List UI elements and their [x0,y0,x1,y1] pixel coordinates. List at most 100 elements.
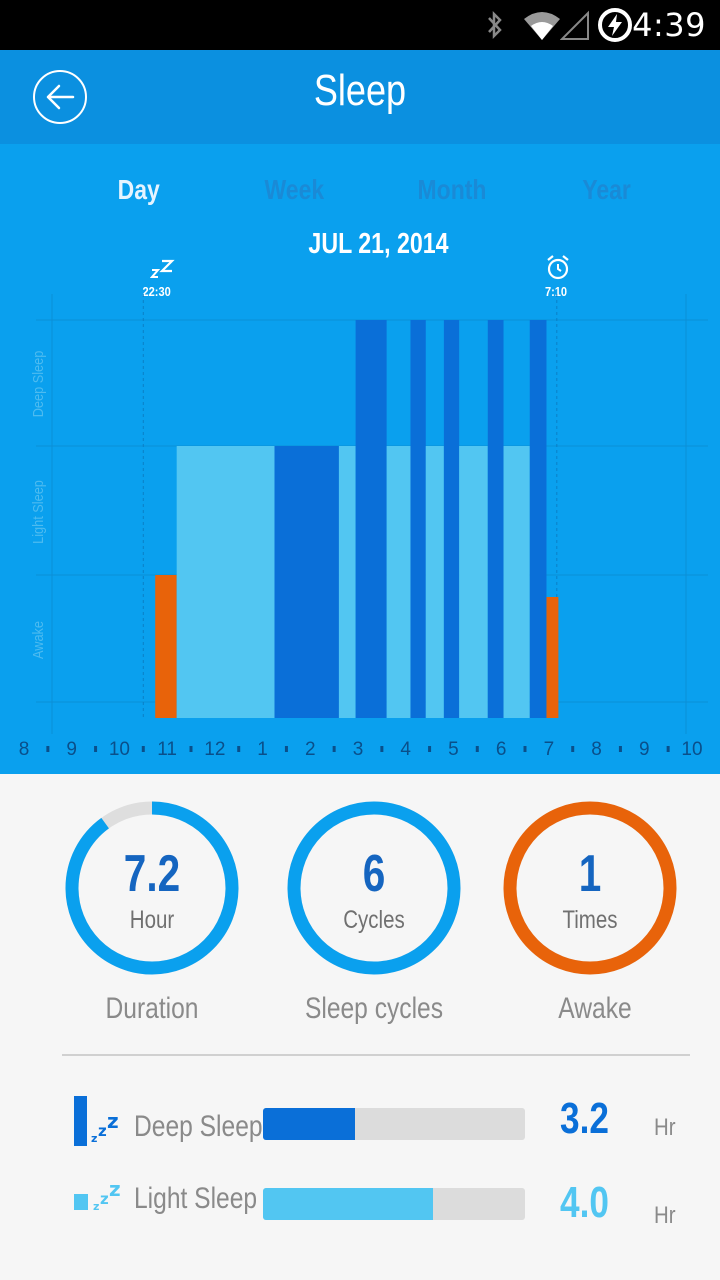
x-tick-mark [571,746,575,752]
sleep-summary: 7.2 Hour Duration 6 Cycles Sleep cycles … [0,774,720,1280]
x-tick-label: 2 [305,739,316,760]
y-axis-label: Deep Sleep [29,350,46,417]
awake-ring: 1 Times [500,798,680,978]
sleep-segment-light-sleep [503,446,530,718]
y-axis-label: Light Sleep [29,480,46,544]
sleep-segment-light-sleep [386,446,411,718]
awake-caption: Awake [558,992,632,1025]
battery-charging-icon [598,8,632,42]
x-tick-label: 3 [353,739,364,760]
x-tick-mark [523,746,527,752]
light-sleep-row: z z z Light Sleep 4.0 Hr [0,1170,720,1230]
x-tick-label: 5 [448,739,459,760]
sleep-segment-deep-sleep [355,320,387,718]
deep-sleep-icon: z z z [74,1096,119,1146]
cycles-ring: 6 Cycles [284,798,464,978]
duration-caption: Duration [105,992,199,1025]
cycles-progress-ring [287,801,461,975]
deep-sleep-row: z z z Deep Sleep 3.2 Hr [0,1094,720,1154]
sleep-segment-light-sleep [274,446,339,718]
sleep-segment-awake [155,575,177,718]
light-sleep-label: Light Sleep [134,1182,258,1215]
awake-value: 1 [578,845,602,903]
svg-text:z: z [93,1200,99,1213]
back-button[interactable] [33,70,87,124]
x-tick-mark [428,746,432,752]
x-tick-mark [94,746,98,752]
x-tick-mark [666,746,670,752]
x-tick-label: 8 [591,739,602,760]
x-tick-label: 8 [19,739,30,760]
cycles-caption: Sleep cycles [304,992,444,1025]
x-tick-mark [284,746,288,752]
sleep-start-time: 22:30 [142,284,171,299]
sleep-segment-deep-sleep [487,320,504,718]
cycles-unit: Cycles [343,906,405,934]
x-tick-label: 10 [109,739,130,760]
date-label: JUL 21, 2014 [308,228,449,260]
divider [62,1054,690,1056]
ring-progress [503,801,677,975]
wake-time: 7:10 [544,284,568,299]
page-title: Sleep [313,66,407,115]
deep-sleep-value: 3.2 [560,1094,609,1143]
ring-progress [65,801,239,975]
x-tick-mark [237,746,241,752]
sleep-segment-light-sleep [176,446,275,718]
alarm-clock-icon [547,255,569,280]
light-sleep-bar-fill [263,1188,434,1220]
y-axis-label: Awake [29,621,46,659]
light-sleep-icon: z z z [74,1178,121,1213]
sleep-segment-deep-sleep [410,320,426,718]
awake-unit: Times [562,906,618,934]
tab-day[interactable]: Day [117,174,160,205]
deep-sleep-unit: Hr [654,1114,676,1141]
light-sleep-value: 4.0 [560,1178,609,1227]
light-sleep-unit: Hr [654,1202,676,1229]
bluetooth-icon [488,10,502,40]
light-sleep-bar [263,1188,525,1220]
duration-value: 7.2 [123,845,181,903]
ring-progress [287,801,461,975]
x-tick-mark [380,746,384,752]
x-tick-mark [618,746,622,752]
svg-text:z: z [91,1132,97,1145]
svg-text:z: z [100,1190,109,1208]
app-bar: Sleep [0,50,720,144]
duration-unit: Hour [129,906,175,934]
x-tick-label: 1 [257,739,268,760]
x-tick-label: 7 [544,739,555,760]
clock: 4:39 [632,6,706,44]
zzz-icon [150,259,175,278]
x-tick-label: 11 [157,739,177,760]
x-tick-label: 9 [639,739,650,760]
duration-ring: 7.2 Hour [62,798,242,978]
x-tick-label: 4 [400,739,411,760]
x-tick-label: 12 [204,739,225,760]
x-tick-label: 6 [496,739,507,760]
svg-text:z: z [109,1178,121,1201]
deep-sleep-bar-fill [263,1108,355,1140]
deep-sleep-bar [263,1108,525,1140]
cycles-value: 6 [362,845,386,903]
duration-progress-ring [65,801,239,975]
x-tick-mark [141,746,145,752]
x-tick-mark [189,746,193,752]
svg-text:z: z [107,1109,119,1133]
x-tick-mark [46,746,50,752]
sleep-segment-light-sleep [425,446,444,718]
wifi-icon [524,12,560,40]
signal-icon [560,10,589,40]
sleep-segment-deep-sleep [443,320,460,718]
awake-progress-ring [503,801,677,975]
tab-month[interactable]: Month [417,174,487,205]
status-bar: 4:39 [0,0,720,50]
deep-sleep-label: Deep Sleep [134,1110,263,1143]
sleep-segment-awake [546,597,559,718]
x-tick-mark [332,746,336,752]
x-tick-label: 9 [66,739,77,760]
tab-week[interactable]: Week [264,174,325,205]
tab-year[interactable]: Year [582,174,631,205]
sleep-segment-light-sleep [459,446,488,718]
